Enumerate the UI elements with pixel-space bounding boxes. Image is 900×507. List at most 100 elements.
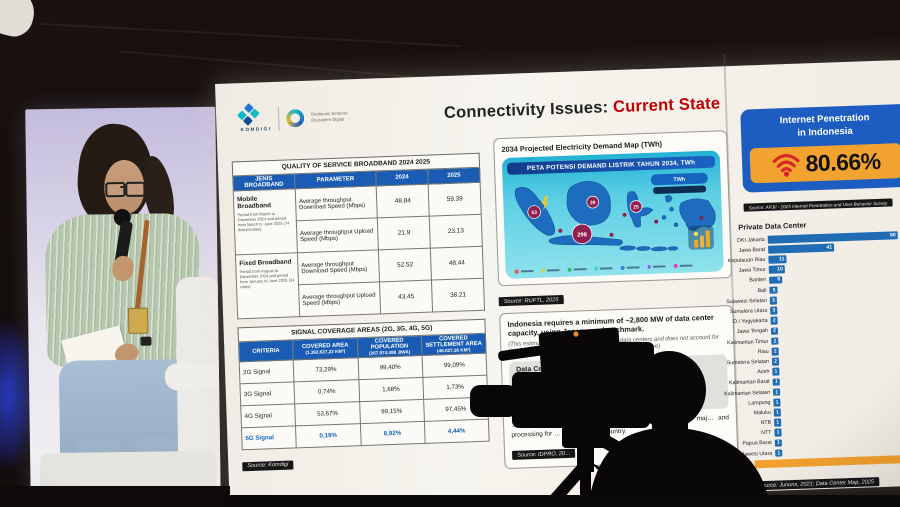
bar-value: 10 bbox=[777, 266, 783, 273]
source-badge: Source: IDPRO, 20… bbox=[511, 449, 576, 461]
legend-label bbox=[679, 264, 693, 267]
legend-dot-icon bbox=[594, 266, 598, 271]
legend-label bbox=[599, 266, 613, 270]
bar-value: 2 bbox=[773, 327, 777, 335]
bar-category-label: Kalimantan Barat bbox=[729, 379, 770, 387]
speaker-glasses bbox=[125, 181, 146, 197]
bar-value: 1 bbox=[775, 399, 779, 406]
legend-dot-icon bbox=[541, 268, 545, 273]
bar: 1 bbox=[771, 367, 780, 376]
legend-item bbox=[514, 269, 534, 274]
legend-dot-icon bbox=[567, 267, 572, 272]
presentation-slide: KOMDIGI Direktorat Jenderal Ekosistem Di… bbox=[215, 54, 900, 507]
legend-dot-icon bbox=[647, 264, 651, 269]
svg-text:TWh: TWh bbox=[673, 177, 685, 183]
source-badge: Source: Jununx, 2021; Data Center Map, 2… bbox=[753, 477, 880, 491]
electricity-map-panel: 2034 Projected Electricity Demand Map (T… bbox=[493, 130, 733, 286]
bar-category-label: Kepulauan Riau bbox=[727, 256, 766, 265]
bar: 2 bbox=[770, 327, 778, 335]
broadband-type: Fixed Broadband bbox=[239, 258, 292, 268]
svg-text:25: 25 bbox=[633, 204, 639, 210]
bar-category-label: Jawa Timur bbox=[738, 267, 766, 275]
qos-parameter: Average throughput Upload Speed (Mbps) bbox=[298, 281, 381, 317]
legend-dot-icon bbox=[514, 269, 519, 274]
qos-value-2024: 43.45 bbox=[379, 280, 433, 314]
bar-category-label: NTT bbox=[761, 430, 772, 437]
coverage-criteria: 2G Signal bbox=[239, 359, 295, 384]
bar-value: 1 bbox=[776, 419, 780, 426]
singapore-flag-icon bbox=[516, 377, 534, 390]
legend-label bbox=[520, 269, 534, 273]
coverage-value: 0,19% bbox=[295, 423, 361, 448]
bar-value: 3 bbox=[772, 297, 775, 304]
bar: 1 bbox=[774, 439, 782, 447]
penetration-value: 80.66% bbox=[805, 147, 882, 177]
penetration-paragraph: … net penetration … at 79.5%, represent…… bbox=[510, 414, 730, 439]
bar-value: 1 bbox=[775, 409, 779, 416]
coverage-value: 4,44% bbox=[424, 419, 490, 444]
komdigi-wordmark: KOMDIGI bbox=[240, 126, 272, 133]
coverage-value: 8,92% bbox=[359, 421, 425, 446]
bar-category-label: Total bbox=[740, 461, 753, 468]
bar: 1 bbox=[773, 408, 781, 417]
bar: 1 bbox=[774, 449, 782, 458]
legend-label bbox=[546, 268, 560, 272]
komdigi-logo-icon bbox=[236, 103, 261, 128]
bar-value: 1 bbox=[775, 389, 779, 396]
bar-category-label: Jawa Barat bbox=[738, 246, 766, 254]
indonesia-flag-icon bbox=[621, 373, 639, 387]
bar: 11 bbox=[767, 255, 787, 264]
source-badge: Source: Komdigi bbox=[242, 459, 294, 471]
svg-text:53: 53 bbox=[531, 210, 537, 216]
coverage-criteria: 4G Signal bbox=[240, 403, 296, 428]
coverage-value: 99,09% bbox=[421, 353, 487, 378]
bar-category-label: Sumatera Selatan bbox=[726, 358, 770, 367]
svg-text:298: 298 bbox=[577, 232, 588, 238]
coverage-criteria: 5G Signal bbox=[241, 425, 297, 450]
bar-category-label: Kalimantan Timur bbox=[727, 338, 769, 346]
lightning-icon bbox=[541, 195, 549, 211]
bar: 10 bbox=[768, 265, 785, 274]
legend-item bbox=[567, 267, 587, 272]
bar-category-label: Maluku bbox=[753, 409, 771, 417]
legend-item bbox=[541, 268, 560, 273]
slide-title-red: Current State bbox=[612, 94, 721, 117]
armchair-armrest bbox=[164, 362, 221, 391]
internet-penetration-panel: Internet Penetration in Indonesia 80.66% bbox=[740, 103, 900, 193]
watts-item-singapore: Singapore >100 Watts per Capita bbox=[516, 374, 615, 393]
source-badge: Source: APJII - 2025 Internet Penetratio… bbox=[743, 198, 893, 212]
coverage-table: CRITERIA COVERED AREA (1.392.627,22 KM²) … bbox=[237, 332, 490, 451]
qos-value-2024: 21.9 bbox=[377, 216, 431, 250]
bar-category-label: NTB bbox=[760, 419, 772, 427]
qos-table: JENIS BROADBAND PARAMETER 2024 2025 Mobi… bbox=[232, 166, 486, 320]
speaker-video-screen bbox=[25, 106, 221, 506]
chart-title: Private Data Center bbox=[738, 220, 807, 232]
coverage-header-sub: (1.392.627,22 KM²) bbox=[305, 348, 346, 356]
japan-flag-icon bbox=[517, 398, 535, 411]
ceiling-truss-line bbox=[40, 23, 460, 47]
bar-category-label: Lampung bbox=[748, 399, 771, 407]
bar: 8 bbox=[768, 276, 782, 285]
qos-parameter: Average throughput Download Speed (Mbps) bbox=[297, 249, 380, 285]
coverage-value: 97,45% bbox=[423, 397, 489, 422]
bar: 2 bbox=[771, 357, 779, 366]
indonesia-map: PETA POTENSI DEMAND LISTRIK TAHUN 2034, … bbox=[501, 150, 724, 279]
qos-value-2025: 38.21 bbox=[431, 278, 485, 313]
bar-value: 8 bbox=[777, 276, 781, 283]
legend-item bbox=[594, 266, 613, 271]
coverage-value: 99,40% bbox=[357, 355, 423, 380]
legend-dot-icon bbox=[620, 265, 625, 270]
legend-label bbox=[652, 265, 666, 268]
bar-value: 1 bbox=[777, 450, 781, 457]
bar-value: 2 bbox=[772, 317, 776, 324]
bar-category-label: DKI Jakarta bbox=[737, 236, 765, 244]
coverage-value: 73,29% bbox=[293, 357, 359, 382]
bar-category-label: Jawa Tengah bbox=[736, 328, 769, 336]
coverage-value: 53,67% bbox=[295, 401, 360, 426]
bar: 1 bbox=[772, 398, 781, 407]
svg-text:29: 29 bbox=[590, 200, 596, 206]
legend-item bbox=[673, 263, 693, 268]
bar-category-label: Bali bbox=[757, 287, 767, 294]
speaker-glasses bbox=[120, 185, 127, 189]
bar: 2 bbox=[770, 337, 778, 346]
